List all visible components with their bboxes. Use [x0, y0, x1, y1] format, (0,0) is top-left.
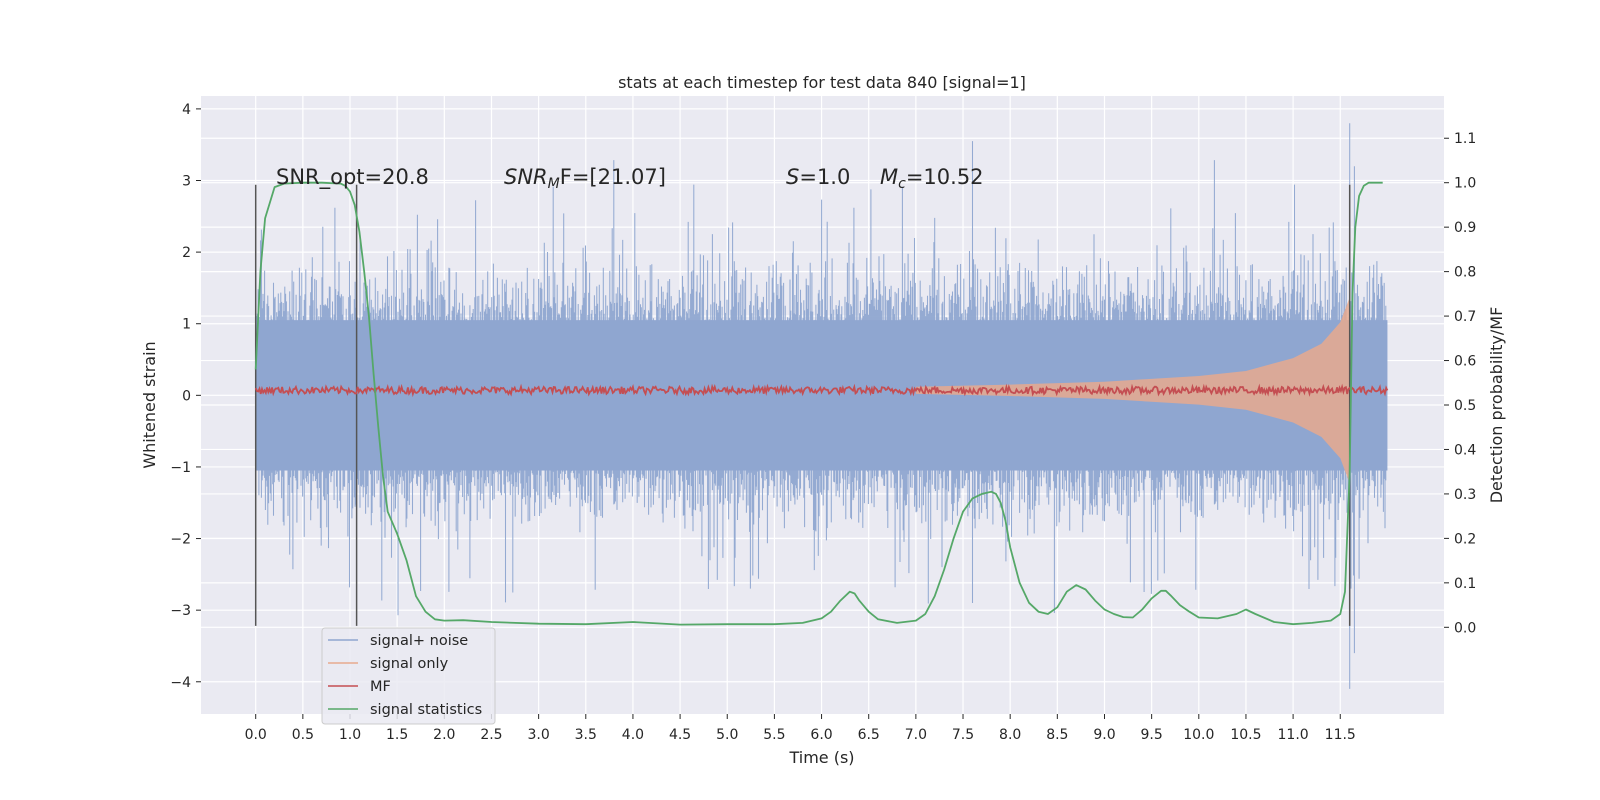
x-tick-label: 11.5: [1325, 727, 1356, 743]
y-tick-label: 4: [182, 102, 191, 118]
legend-label-signal-only: signal only: [370, 656, 449, 672]
x-tick-label: 9.0: [1093, 727, 1115, 743]
x-tick-label: 6.5: [858, 727, 880, 743]
y-right-tick-label: 0.6: [1454, 354, 1476, 370]
x-tick-label: 5.0: [716, 727, 738, 743]
y-tick-label: 0: [182, 388, 191, 404]
y-right-tick-label: 0.4: [1454, 442, 1476, 458]
legend-label-signal-statistics: signal statistics: [370, 702, 482, 718]
annotation-s: S=1.0: [786, 165, 850, 189]
legend-label-mf: MF: [370, 679, 391, 695]
x-tick-label: 8.0: [999, 727, 1021, 743]
y-right-tick-label: 0.9: [1454, 220, 1476, 236]
x-tick-label: 7.5: [952, 727, 974, 743]
x-tick-label: 9.5: [1141, 727, 1163, 743]
y-right-tick-label: 0.7: [1454, 309, 1476, 325]
y-tick-label: 1: [182, 317, 191, 333]
x-tick-label: 8.5: [1046, 727, 1068, 743]
annotation-snr-opt: SNR_opt=20.8: [276, 165, 429, 190]
legend-label-signal-noise: signal+ noise: [370, 633, 468, 649]
y-tick-label: 3: [182, 174, 191, 190]
x-tick-label: 10.5: [1230, 727, 1261, 743]
y-axis-label: Whitened strain: [140, 341, 159, 468]
annotation-snr-mf: SNRMF=[21.07]: [504, 165, 666, 192]
chart-title: stats at each timestep for test data 840…: [618, 73, 1026, 92]
legend-box: [321, 627, 496, 725]
y-tick-label: 2: [182, 245, 191, 261]
x-tick-label: 2.0: [433, 727, 455, 743]
x-tick-label: 1.5: [386, 727, 408, 743]
y-tick-label: −2: [170, 532, 191, 548]
x-tick-label: 4.0: [622, 727, 644, 743]
y-tick-label: −4: [170, 675, 191, 691]
y-tick-label: −1: [170, 460, 191, 476]
x-tick-label: 1.0: [339, 727, 361, 743]
x-tick-label: 6.0: [810, 727, 832, 743]
y-right-tick-label: 1.1: [1454, 131, 1476, 147]
x-axis-label: Time (s): [788, 748, 854, 767]
y-right-tick-label: 1.0: [1454, 176, 1476, 192]
legend: signal+ noise signal only MF signal stat…: [321, 627, 496, 725]
x-tick-label: 11.0: [1278, 727, 1309, 743]
plot-area: [254, 123, 1389, 689]
series-mf: [254, 383, 1389, 398]
annotation-mc: Mc=10.52: [880, 165, 984, 192]
y-tick-label: −3: [170, 603, 191, 619]
x-tick-label: 7.0: [905, 727, 927, 743]
y-right-tick-label: 0.1: [1454, 576, 1476, 592]
series-signal-statistics: [254, 181, 1383, 626]
y-right-tick-label: 0.3: [1454, 487, 1476, 503]
x-tick-label: 0.0: [245, 727, 267, 743]
x-tick-label: 2.5: [480, 727, 502, 743]
y-right-tick-label: 0.0: [1454, 620, 1476, 636]
x-tick-label: 0.5: [292, 727, 314, 743]
y-right-tick-label: 0.5: [1454, 398, 1476, 414]
axes: 0.0 0.5 1.0 1.5 2.0 2.5 3.0 3.5 4.0 4.5 5.0 5.5 6.0 6…: [170, 102, 1476, 743]
x-tick-label: 4.5: [669, 727, 691, 743]
y-right-tick-label: 0.2: [1454, 531, 1476, 547]
x-tick-label: 3.5: [575, 727, 597, 743]
y-right-tick-label: 0.8: [1454, 265, 1476, 281]
x-tick-label: 3.0: [527, 727, 549, 743]
x-tick-label: 5.5: [763, 727, 785, 743]
y-axis-right-label: Detection probability/MF: [1487, 307, 1506, 504]
x-tick-label: 10.0: [1183, 727, 1214, 743]
